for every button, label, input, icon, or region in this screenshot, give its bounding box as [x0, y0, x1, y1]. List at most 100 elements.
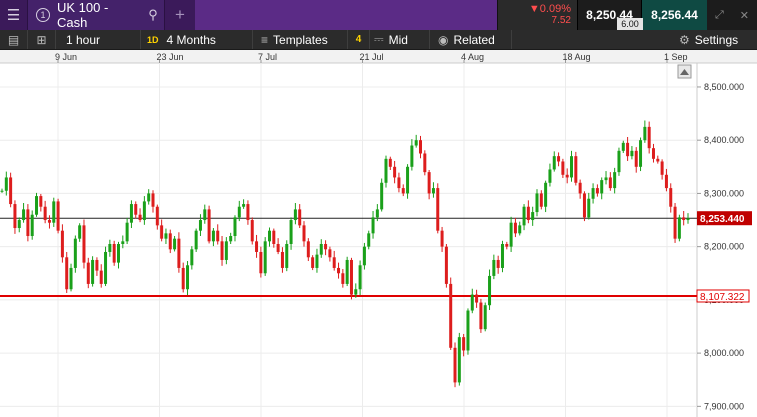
date-label: 7 Jul [258, 52, 277, 62]
sell-price-button[interactable]: 8,250.44 [577, 0, 641, 30]
candle-body-down [324, 243, 328, 250]
candle-body-up [73, 238, 77, 268]
candle-body-up [224, 241, 228, 260]
candle-body-up [354, 289, 358, 295]
candle-body-down [328, 249, 332, 258]
expand-icon[interactable]: ⤢ [714, 8, 724, 21]
price-tick-label: 8,400.000 [704, 135, 744, 145]
candle-body-down [664, 174, 668, 189]
date-label: 1 Sep [664, 52, 688, 62]
sliders-icon: ≡ [261, 32, 269, 47]
candle-body-down [449, 283, 453, 348]
candle-body-down [462, 337, 466, 351]
candle-body-down [647, 126, 651, 149]
candle-body-up [125, 222, 129, 242]
price-tick-label: 8,500.000 [704, 82, 744, 92]
candle-body-up [173, 238, 177, 250]
candle-body-down [95, 259, 99, 271]
candles [0, 120, 690, 388]
candle-body-up [4, 177, 8, 191]
candle-body-down [306, 241, 310, 258]
candle-body-down [673, 206, 677, 239]
candle-body-down [26, 209, 30, 237]
candle-body-up [384, 158, 388, 183]
candle-body-up [237, 206, 241, 218]
candle-body-up [544, 182, 548, 207]
settings-button[interactable]: ⚙ Settings [673, 30, 757, 49]
candle-body-up [30, 214, 34, 237]
candle-body-down [669, 188, 673, 207]
candle-body-up [91, 259, 95, 284]
candle-body-down [419, 140, 423, 154]
grid-layout-icon[interactable]: ⊞ [28, 30, 56, 49]
buy-price-button[interactable]: 8,256.44 [641, 0, 707, 30]
price-chart[interactable]: 8,500.000 8,400.000 8,300.000 8,200.000 8,10… [0, 50, 757, 417]
price-tick-label: 8,200.000 [704, 242, 744, 252]
candle-body-up [410, 145, 414, 167]
candle-body-down [246, 204, 250, 221]
candle-body-down [444, 246, 448, 284]
candle-body-down [177, 238, 181, 268]
candle-body-up [639, 140, 643, 167]
candle-body-up [375, 209, 379, 218]
candle-body-down [13, 204, 17, 229]
candle-body-up [518, 225, 522, 234]
candle-body-up [488, 275, 492, 306]
candle-body-up [198, 220, 202, 231]
instrument-tab[interactable]: 1 UK 100 - Cash ⚲ [28, 0, 165, 30]
candle-body-up [78, 225, 82, 239]
range-badge: 1D [147, 34, 159, 45]
candle-body-down [216, 230, 220, 242]
candle-body-down [479, 302, 483, 330]
range-selector[interactable]: 1D 4 Months [141, 30, 253, 49]
hamburger-menu-icon[interactable]: ☰ [0, 0, 28, 30]
candle-body-down [634, 150, 638, 167]
scroll-home-icon[interactable] [677, 64, 692, 79]
candle-body-down [397, 177, 401, 189]
candle-body-down [207, 209, 211, 242]
candle-body-up [613, 172, 617, 189]
candle-body-down [505, 243, 509, 247]
candle-body-up [358, 265, 362, 290]
candles-icon: ⎓ [374, 32, 384, 46]
candle-body-down [86, 262, 90, 284]
candle-body-up [147, 193, 151, 202]
candle-body-down [453, 347, 457, 383]
candle-body-up [52, 201, 56, 223]
candle-body-down [220, 241, 224, 260]
indicator-count-badge[interactable]: 4 [348, 30, 370, 49]
candle-body-down [349, 259, 353, 295]
price-tick-label: 8,300.000 [704, 188, 744, 198]
candle-body-up [121, 241, 125, 244]
candle-body-down [565, 174, 569, 178]
date-label: 18 Aug [563, 52, 591, 62]
candle-body-up [242, 204, 246, 207]
candle-body-down [582, 193, 586, 218]
candle-body-up [116, 243, 120, 263]
candle-body-up [431, 188, 435, 194]
interval-selector[interactable]: 1 hour [56, 30, 141, 49]
plot-area [0, 50, 697, 417]
price-type-button[interactable]: ⎓ Mid [370, 30, 430, 49]
instrument-name: UK 100 - Cash [57, 0, 109, 30]
price-type-label: Mid [388, 32, 408, 47]
candle-body-down [39, 196, 43, 207]
candle-body-down [393, 166, 397, 178]
candle-body-down [280, 251, 284, 268]
templates-button[interactable]: ≡ Templates [253, 30, 348, 49]
candle-body-up [211, 230, 215, 242]
gear-icon: ⚙ [679, 32, 690, 47]
list-icon[interactable]: ▤ [0, 30, 28, 49]
candle-body-down [626, 142, 630, 157]
candle-body-down [651, 148, 655, 159]
candle-body-up [289, 220, 293, 244]
candle-body-up [630, 150, 634, 157]
search-icon[interactable]: ⚲ [148, 7, 158, 22]
horizontal-line-value: 8,107.322 [700, 292, 745, 303]
candle-body-down [151, 193, 155, 207]
close-icon[interactable]: ✕ [739, 9, 749, 22]
candle-body-up [570, 156, 574, 178]
plus-icon[interactable]: + [175, 5, 185, 24]
related-button[interactable]: ◉ Related [430, 30, 512, 49]
